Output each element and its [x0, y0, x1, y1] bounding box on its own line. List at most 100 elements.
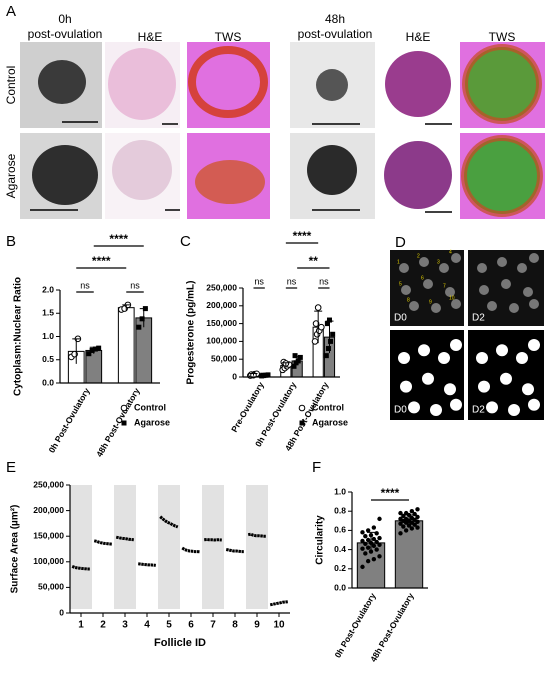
- y-axis-label: Cytoplasm:Nuclear Ratio: [13, 277, 24, 396]
- data-point: [360, 564, 365, 570]
- follicle-spot: [419, 257, 429, 267]
- follicle: [307, 145, 357, 195]
- data-point: [415, 507, 420, 512]
- x-tick-label: 3: [122, 620, 128, 631]
- y-tick-label: 150,000: [33, 530, 64, 540]
- error-bar: [325, 320, 334, 354]
- data-point: [377, 542, 382, 547]
- stain-label: H&E: [138, 30, 163, 44]
- follicle-number: 2: [417, 253, 420, 259]
- x-tick-label: 7: [210, 620, 216, 631]
- x-tick-label: Pre-Ovulatory: [229, 380, 266, 434]
- data-point: [96, 345, 102, 351]
- legend-marker: [120, 404, 128, 412]
- data-point: [374, 539, 379, 545]
- day-label: D0: [394, 313, 407, 324]
- panel-label: F: [312, 459, 321, 476]
- follicle-number: 1: [397, 259, 400, 265]
- y-tick-label: 250,000: [33, 479, 64, 489]
- bar: [117, 307, 135, 384]
- data-point: [360, 546, 365, 551]
- shaded-band: [114, 485, 136, 609]
- follicle-spot: [523, 287, 533, 297]
- significance-label: ns: [80, 280, 90, 290]
- follicle-trace: [225, 548, 244, 554]
- panel-label: E: [6, 459, 16, 476]
- data-point: [398, 516, 403, 522]
- y-tick-label: 1.0: [334, 486, 346, 496]
- follicle-spot: [399, 263, 409, 273]
- data-point: [409, 509, 415, 514]
- error-bar: [260, 374, 269, 376]
- follicle: [32, 145, 98, 205]
- y-tick-label: 250,000: [206, 282, 237, 292]
- x-tick-label: 5: [166, 620, 172, 631]
- data-point: [326, 317, 332, 323]
- follicle-mask: [522, 383, 534, 396]
- follicle-mask: [476, 352, 488, 364]
- shaded-band: [158, 485, 180, 609]
- data-point: [374, 547, 379, 552]
- follicle-number: 8: [407, 297, 410, 303]
- follicle-mask: [528, 398, 540, 411]
- follicle-mask: [516, 352, 528, 364]
- data-point: [323, 353, 329, 359]
- significance-label: ns: [130, 280, 140, 290]
- follicle-mask: [418, 344, 430, 357]
- condition-label: Agarose: [4, 153, 18, 198]
- data-point: [363, 541, 368, 547]
- data-point: [136, 324, 142, 330]
- follicle-trace: [159, 515, 179, 529]
- day-label: D0: [394, 405, 407, 416]
- data-point: [377, 516, 382, 522]
- x-tick-label: 10: [273, 620, 285, 631]
- he-section: [384, 141, 452, 209]
- data-point: [324, 321, 330, 327]
- follicle-mask: [400, 380, 412, 393]
- follicle-trace: [204, 538, 222, 542]
- tws-rim: [461, 135, 543, 217]
- legend-marker: [298, 404, 306, 412]
- data-point: [86, 351, 92, 357]
- follicle-spot: [439, 263, 449, 273]
- bar: [394, 520, 424, 589]
- y-tick-label: 1.5: [42, 308, 54, 318]
- follicle-mask: [508, 404, 520, 416]
- data-point: [292, 353, 298, 359]
- follicle-trace: [138, 562, 156, 567]
- x-tick-label: 9: [254, 620, 260, 631]
- y-tick-label: 0: [232, 371, 237, 381]
- y-tick-label: 100,000: [33, 556, 64, 566]
- time-label: post-ovulation: [298, 27, 373, 41]
- follicle-spot: [451, 253, 461, 263]
- data-point: [297, 354, 303, 360]
- error-bar: [405, 514, 413, 527]
- data-point: [318, 323, 325, 331]
- follicle-mask: [496, 344, 508, 357]
- panel-label: D: [395, 234, 406, 251]
- data-point: [295, 358, 301, 364]
- y-tick-label: 0.6: [334, 525, 346, 535]
- data-point: [374, 531, 379, 536]
- data-point: [312, 320, 320, 327]
- data-point: [415, 514, 420, 520]
- time-label: 48h: [325, 12, 345, 26]
- tws-section: [464, 138, 540, 214]
- data-point: [403, 510, 409, 516]
- data-point: [403, 528, 409, 533]
- follicle-trace: [181, 546, 200, 554]
- panel-label: B: [6, 233, 16, 250]
- error-bar: [314, 310, 323, 344]
- follicle-spot: [477, 263, 487, 273]
- error-bar: [249, 372, 258, 376]
- follicle-mask: [438, 352, 450, 364]
- follicle-mask: [430, 404, 442, 416]
- y-tick-label: 0.2: [334, 563, 346, 573]
- shaded-band: [70, 485, 92, 609]
- y-axis-label: Surface Area (µm²): [10, 505, 21, 594]
- data-point: [92, 346, 98, 352]
- error-bar: [122, 304, 131, 311]
- error-bar: [139, 308, 148, 328]
- data-point: [377, 535, 382, 541]
- y-tick-label: 0.8: [334, 505, 346, 515]
